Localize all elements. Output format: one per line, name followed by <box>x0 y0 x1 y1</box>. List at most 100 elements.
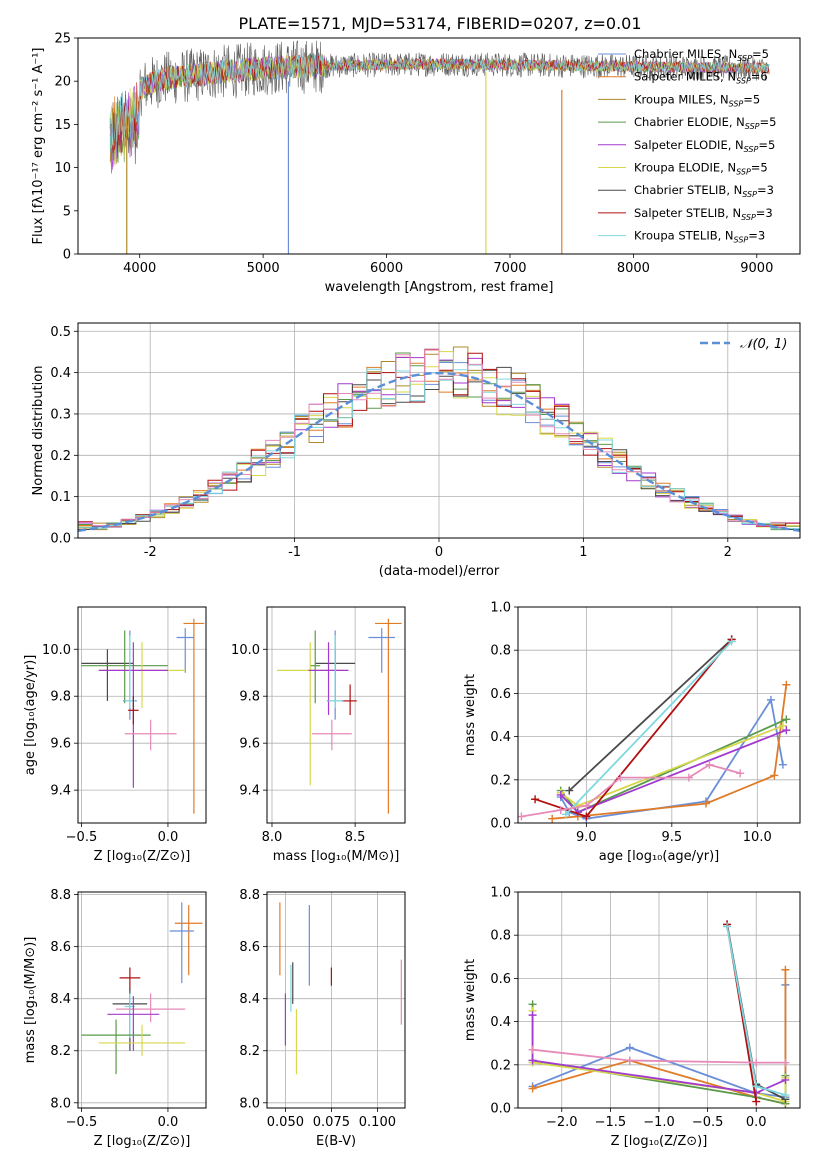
x-tick-label: 6000 <box>370 261 403 276</box>
legend-label: Salpeter ELODIE, N <box>634 138 744 152</box>
plot-area-z_vs_mass_weight <box>518 892 800 1108</box>
weight-marker <box>781 1091 790 1100</box>
errorbar-point <box>375 618 402 814</box>
y-tick-label: 1.0 <box>490 601 511 616</box>
x-tick-label: 8.5 <box>345 830 366 845</box>
legend-subscript: SSP <box>742 190 757 199</box>
chart-residuals: -2 -1 0 1 2 0.0 0.1 0.2 0.3 0.4 0.5 (data-model)/er… <box>31 322 801 579</box>
errorbar-point <box>169 902 194 984</box>
weight-line-pink <box>532 1048 786 1064</box>
y-tick-label: 8.4 <box>50 992 71 1007</box>
legend-label: Chabrier ELODIE, N <box>634 115 745 129</box>
axes-frame <box>517 891 801 1109</box>
weight-line-salpeter_miles <box>552 684 788 820</box>
legend-label: Kroupa ELODIE, N <box>634 161 736 175</box>
weight-marker <box>782 715 791 724</box>
x-axis-label: Z [log₁₀(Z/Z⊙)] <box>94 1134 191 1149</box>
x-tick-label: 8.0 <box>262 830 283 845</box>
chart-z_vs_mass: −0.5 0.0 8.0 8.2 8.4 8.6 8.8 Z [log₁₀(Z/Z⊙)] mas… <box>23 888 207 1149</box>
legend-entry: Chabrier ELODIE, NSSP=5 <box>634 115 776 131</box>
x-axis-label: E(B-V) <box>316 1134 356 1149</box>
y-tick-label: 0.6 <box>490 972 511 987</box>
legend-subscript: SSP <box>734 236 749 245</box>
weight-marker <box>528 1011 537 1020</box>
y-tick-label: 9.6 <box>50 737 71 752</box>
x-tick-label: 2 <box>724 545 732 560</box>
y-tick-label: 9.4 <box>50 784 71 799</box>
y-tick-label: 0.5 <box>50 325 71 340</box>
legend-suffix: =6 <box>751 70 768 84</box>
legend-suffix: =5 <box>760 115 777 129</box>
axes-frame <box>517 606 801 824</box>
y-tick-label: 0.6 <box>490 687 511 702</box>
y-axis-label: mass weight <box>463 674 478 756</box>
axes-frame <box>266 606 406 824</box>
weight-marker <box>625 1056 634 1065</box>
x-tick-label: 10.0 <box>743 830 772 845</box>
weight-marker <box>702 799 710 808</box>
legend-entry: 𝒩(0, 1) <box>740 337 787 352</box>
legend-entry: Salpeter STELIB, NSSP=3 <box>634 206 773 222</box>
errorbar-point <box>174 905 203 976</box>
weight-line-chabrier_stelib <box>568 638 733 792</box>
y-tick-label: 0.8 <box>490 644 511 659</box>
plot-area-z_vs_mass <box>78 892 206 1108</box>
weight-marker <box>778 721 787 730</box>
weight-marker <box>528 1056 537 1065</box>
errorbar-point <box>119 967 141 991</box>
y-axis-label: mass weight <box>463 959 478 1041</box>
y-tick-label: 8.6 <box>239 940 260 955</box>
x-axis-label: Z [log₁₀(Z/Z⊙)] <box>611 1134 708 1149</box>
y-axis-label: Flux [fλ10⁻¹⁷ erg cm⁻² s⁻¹ A⁻¹] <box>31 48 46 245</box>
x-tick-label: 0.050 <box>267 1115 304 1130</box>
legend-label: Chabrier MILES, N <box>634 47 737 61</box>
legend-subscript: SSP <box>744 145 759 154</box>
x-tick-label: −0.5 <box>66 1115 98 1130</box>
axes-frame <box>77 606 207 824</box>
legend-suffix: =3 <box>757 183 774 197</box>
errorbar-point <box>310 630 321 704</box>
chart-ebv_vs_mass: 0.050 0.075 0.100 8.0 8.2 8.4 8.6 8.8 E(B-V) <box>239 888 406 1149</box>
legend-suffix: =5 <box>758 138 775 152</box>
weight-line-salpeter_elodie <box>531 1015 786 1094</box>
legend: 𝒩(0, 1) <box>700 337 787 352</box>
weight-marker <box>766 695 775 704</box>
legend-entry: Kroupa ELODIE, NSSP=5 <box>634 161 768 177</box>
legend-entry: Salpeter ELODIE, NSSP=5 <box>634 138 775 154</box>
errorbar-point <box>107 996 160 1051</box>
axes-frame <box>77 37 801 255</box>
x-tick-label: −0.5 <box>692 1115 724 1130</box>
axes-frame <box>77 322 801 539</box>
y-tick-label: 5 <box>63 204 71 219</box>
plot-area-mass_vs_age <box>267 607 405 823</box>
legend-label: Kroupa MILES, N <box>634 92 729 106</box>
y-tick-label: 0 <box>63 248 71 263</box>
plot-area-residuals <box>78 323 800 538</box>
y-tick-label: 0.4 <box>50 366 71 381</box>
weight-marker <box>781 1075 790 1084</box>
weight-marker <box>518 812 526 821</box>
x-tick-label: 9.5 <box>661 830 682 845</box>
y-tick-label: 0.2 <box>490 1058 511 1073</box>
chart-z_vs_age: −0.5 0.0 9.4 9.6 9.8 10.0 Z [log₁₀(Z/Z⊙)] age [… <box>23 606 207 864</box>
x-tick-label: 0.100 <box>359 1115 396 1130</box>
x-tick-label: -2 <box>144 545 157 560</box>
legend-suffix: =5 <box>751 161 768 175</box>
y-tick-label: 0.8 <box>490 929 511 944</box>
weight-marker <box>625 1043 634 1052</box>
y-tick-label: 8.2 <box>50 1044 71 1059</box>
legend-label: Kroupa STELIB, N <box>634 229 734 243</box>
errorbar-point <box>98 642 186 708</box>
weight-marker <box>528 1084 537 1093</box>
x-tick-label: −2.0 <box>546 1115 578 1130</box>
errorbar-point <box>176 628 194 673</box>
legend-label: Salpeter MILES, N <box>634 70 736 84</box>
x-axis-label: wavelength [Angstrom, rest frame] <box>325 280 554 295</box>
weight-marker <box>782 726 791 735</box>
weight-marker <box>778 760 787 769</box>
weight-marker <box>556 806 565 815</box>
plot-area-ebv_vs_mass <box>267 892 405 1108</box>
legend-subscript: SSP <box>737 54 752 63</box>
errorbar-point <box>311 719 352 751</box>
